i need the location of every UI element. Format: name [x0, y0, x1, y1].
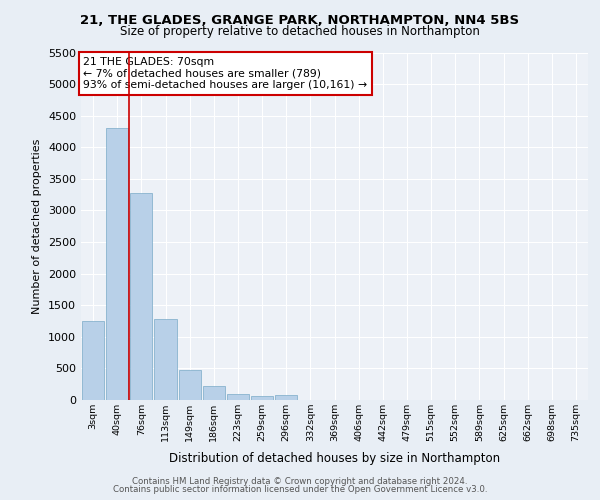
Bar [275, 395, 298, 400]
Bar [106, 128, 128, 400]
Text: Size of property relative to detached houses in Northampton: Size of property relative to detached ho… [120, 25, 480, 38]
Text: 21 THE GLADES: 70sqm
← 7% of detached houses are smaller (789)
93% of semi-detac: 21 THE GLADES: 70sqm ← 7% of detached ho… [83, 57, 368, 90]
Text: Contains public sector information licensed under the Open Government Licence v3: Contains public sector information licen… [113, 485, 487, 494]
Bar [154, 319, 176, 400]
Text: 21, THE GLADES, GRANGE PARK, NORTHAMPTON, NN4 5BS: 21, THE GLADES, GRANGE PARK, NORTHAMPTON… [80, 14, 520, 27]
Text: Contains HM Land Registry data © Crown copyright and database right 2024.: Contains HM Land Registry data © Crown c… [132, 477, 468, 486]
Bar [227, 394, 249, 400]
Y-axis label: Number of detached properties: Number of detached properties [32, 138, 43, 314]
X-axis label: Distribution of detached houses by size in Northampton: Distribution of detached houses by size … [169, 452, 500, 466]
Bar [251, 396, 273, 400]
Bar [203, 386, 225, 400]
Bar [82, 321, 104, 400]
Bar [179, 370, 201, 400]
Bar [130, 193, 152, 400]
